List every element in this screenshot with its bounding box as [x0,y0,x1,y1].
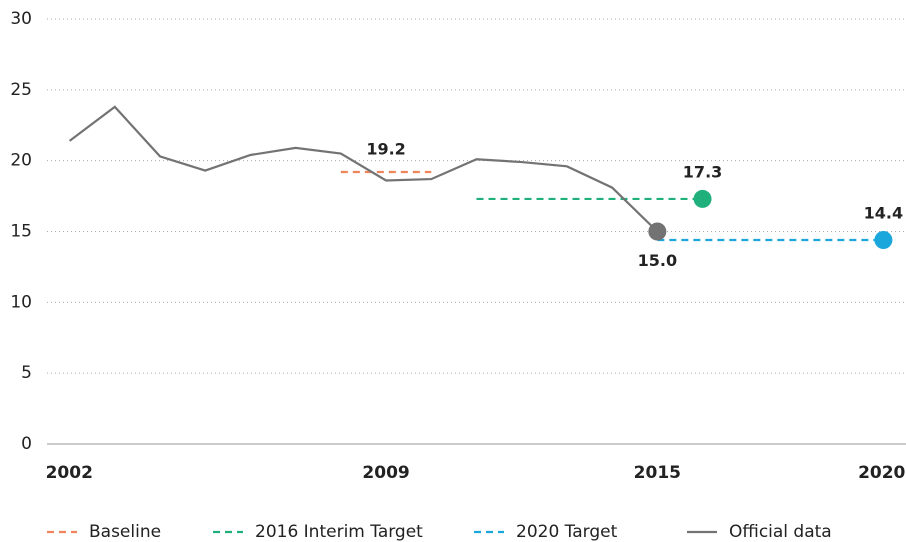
x-tick-label: 2020 [858,463,905,483]
x-tick-label: 2009 [362,463,409,483]
legend-label: 2020 Target [516,522,618,542]
y-tick-label: 20 [10,151,32,171]
series-line [68,105,659,233]
x-tick-label: 2002 [46,463,93,483]
legend-label: 2016 Interim Target [255,522,423,542]
data-label: 14.4 [864,204,903,223]
legend-label: Baseline [89,522,161,542]
y-tick-label: 25 [10,80,32,100]
point-marker [648,222,667,241]
data-label: 17.3 [683,162,722,181]
y-tick-label: 0 [21,434,32,454]
y-tick-label: 30 [10,9,32,29]
legend-label: Official data [729,522,832,542]
y-tick-label: 10 [10,292,32,312]
y-tick-label: 15 [10,222,32,242]
y-tick-label: 5 [21,363,32,383]
point-marker [874,231,893,249]
x-tick-label: 2015 [634,463,681,483]
point-marker [693,189,712,208]
data-label: 15.0 [638,251,677,270]
data-label: 19.2 [366,140,405,159]
